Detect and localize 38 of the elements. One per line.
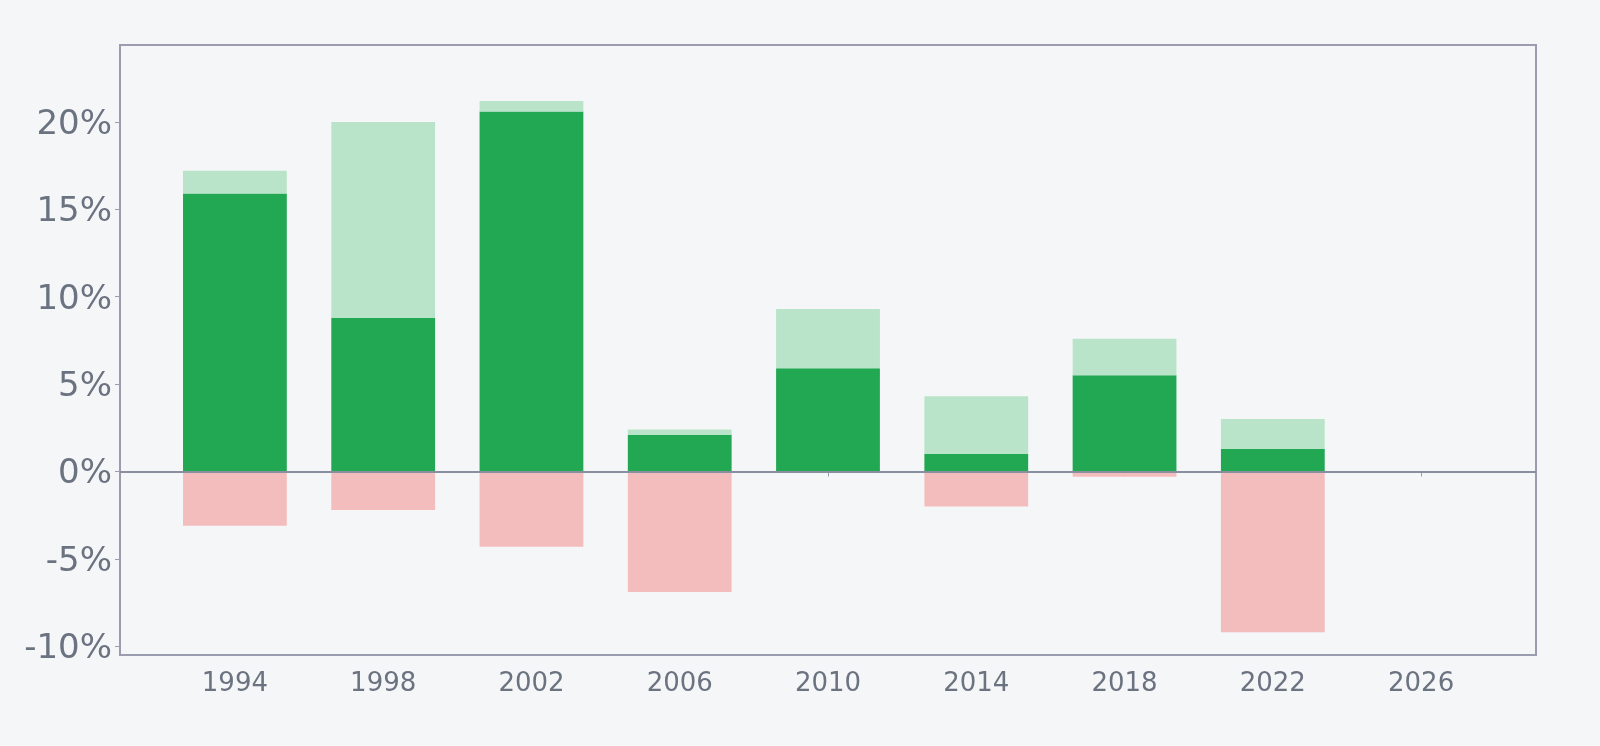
bar bbox=[776, 308, 880, 369]
y-tick-label: 10% bbox=[36, 276, 112, 317]
bar bbox=[331, 121, 436, 318]
bar bbox=[1220, 448, 1325, 472]
bar bbox=[183, 471, 287, 526]
bar bbox=[331, 317, 436, 472]
bar bbox=[627, 471, 732, 593]
bar bbox=[1220, 471, 1325, 633]
x-tick-label: 2014 bbox=[943, 667, 1010, 697]
bar bbox=[924, 396, 1029, 454]
x-tick-label: 2022 bbox=[1239, 667, 1306, 697]
x-tick-label: 2002 bbox=[498, 667, 565, 697]
bar bbox=[479, 100, 584, 112]
bar bbox=[183, 170, 287, 194]
x-tick-label: 1994 bbox=[201, 667, 268, 697]
y-tick-label: -5% bbox=[45, 538, 112, 579]
x-tick-label: 2018 bbox=[1091, 667, 1158, 697]
bar bbox=[331, 471, 436, 510]
x-tick-label: 2010 bbox=[794, 667, 862, 697]
bar bbox=[1072, 375, 1177, 472]
x-tick-label: 1998 bbox=[350, 667, 417, 697]
y-tick-label: 15% bbox=[36, 189, 112, 230]
bar bbox=[1072, 338, 1177, 376]
x-tick-label: 2006 bbox=[646, 667, 713, 697]
x-tick-label: 2026 bbox=[1388, 667, 1455, 697]
bar bbox=[924, 454, 1029, 472]
bar bbox=[1220, 419, 1325, 449]
y-tick-label: -10% bbox=[24, 626, 112, 667]
y-tick-label: 0% bbox=[58, 451, 112, 492]
bar bbox=[183, 193, 287, 472]
bar bbox=[776, 368, 880, 472]
bar bbox=[627, 434, 732, 472]
bar bbox=[479, 471, 584, 547]
bar bbox=[479, 111, 584, 472]
y-tick-label: 5% bbox=[58, 364, 112, 405]
bar bbox=[924, 471, 1029, 507]
bar bbox=[627, 429, 732, 435]
y-tick-label: 20% bbox=[36, 101, 112, 142]
